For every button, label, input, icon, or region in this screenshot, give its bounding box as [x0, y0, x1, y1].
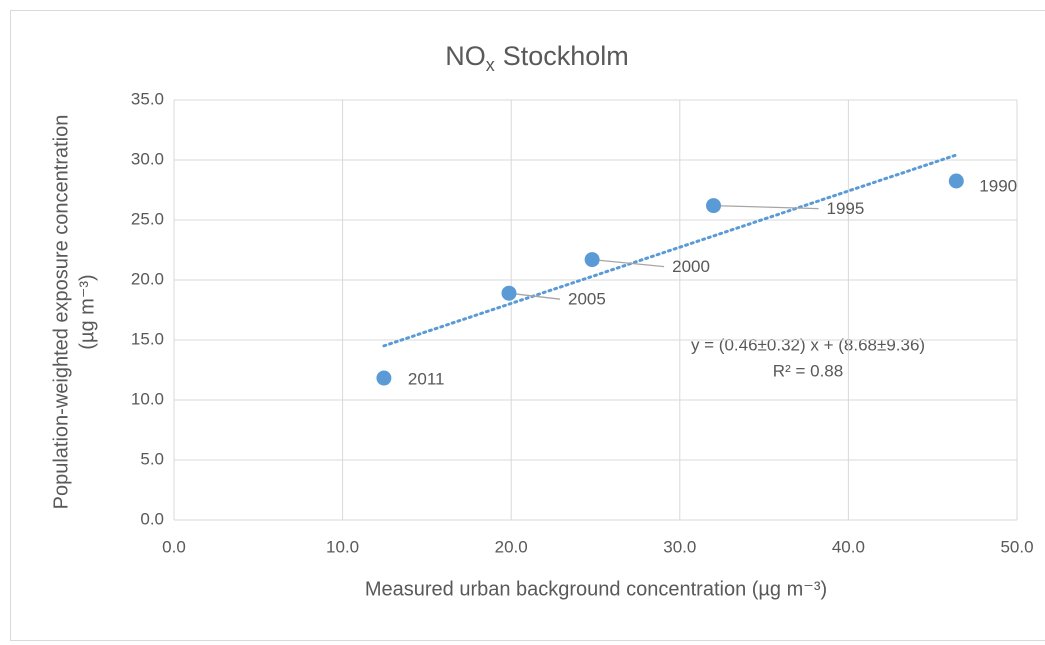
leader-line [592, 258, 665, 268]
point-label: 1990 [979, 176, 1017, 195]
point-label: 2005 [568, 290, 606, 309]
y-tick-label: 30.0 [131, 149, 164, 168]
y-tick-label: 25.0 [131, 209, 164, 228]
x-tick-label: 0.0 [162, 537, 186, 556]
point [376, 370, 392, 386]
title-rest: Stockholm [503, 41, 629, 71]
x-tick-label: 20.0 [495, 537, 528, 556]
y-tick-label: 20.0 [131, 269, 164, 288]
leader-line [713, 204, 819, 210]
title-subscript: x [486, 55, 495, 75]
point-label: 1995 [827, 199, 865, 218]
x-tick-label: 50.0 [1000, 537, 1033, 556]
x-tick-label: 10.0 [326, 537, 359, 556]
point [948, 173, 964, 189]
leader-line [508, 292, 561, 300]
trend-r-squared: R² = 0.88 [773, 361, 843, 380]
x-tick-label: 30.0 [663, 537, 696, 556]
x-axis-label: Measured urban background concentration … [365, 578, 827, 600]
x-tick-label: 40.0 [832, 537, 865, 556]
chart-frame [10, 10, 1045, 641]
y-tick-label: 35.0 [131, 89, 164, 108]
y-tick-label: 0.0 [140, 509, 164, 528]
point [501, 285, 517, 301]
trendline [382, 153, 958, 348]
y-tick-label: 15.0 [131, 329, 164, 348]
y-tick-label: 10.0 [131, 389, 164, 408]
point-label: 2011 [408, 370, 445, 389]
point [706, 198, 722, 214]
point-label: 2000 [672, 257, 710, 276]
chart-title: NOx Stockholm [445, 41, 629, 75]
y-axis-label: (µg m⁻³) [76, 274, 98, 349]
title-main: NO [445, 41, 486, 71]
y-axis-label: Population-weighted exposure concentrati… [50, 115, 72, 510]
point [584, 252, 600, 268]
trend-equation: y = (0.46±0.32) x + (8.68±9.36) [691, 335, 925, 354]
y-tick-label: 5.0 [140, 449, 164, 468]
